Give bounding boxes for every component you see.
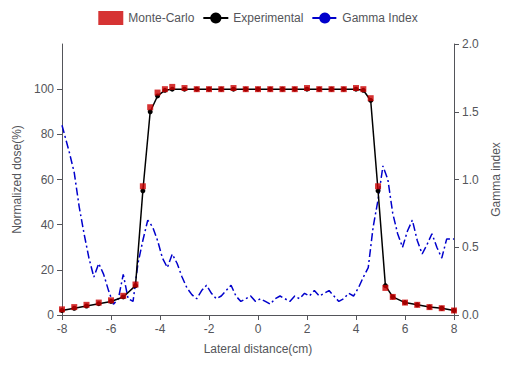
svg-text:Normalized dose(%): Normalized dose(%) (10, 125, 24, 234)
svg-text:-8: -8 (57, 322, 68, 336)
svg-text:2.0: 2.0 (462, 37, 479, 51)
svg-text:4: 4 (353, 322, 360, 336)
svg-text:40: 40 (41, 218, 55, 232)
svg-text:80: 80 (41, 127, 55, 141)
svg-text:1.5: 1.5 (462, 105, 479, 119)
svg-text:1.0: 1.0 (462, 173, 479, 187)
svg-text:Gamma Index: Gamma Index (342, 11, 417, 25)
svg-text:-2: -2 (204, 322, 215, 336)
svg-text:100: 100 (34, 82, 54, 96)
svg-text:Experimental: Experimental (233, 11, 303, 25)
svg-text:6: 6 (402, 322, 409, 336)
svg-text:-6: -6 (106, 322, 117, 336)
svg-text:0: 0 (255, 322, 262, 336)
svg-text:Lateral distance(cm): Lateral distance(cm) (204, 342, 313, 356)
svg-text:0: 0 (47, 308, 54, 322)
svg-text:Monte-Carlo: Monte-Carlo (128, 11, 194, 25)
svg-text:60: 60 (41, 173, 55, 187)
svg-text:0.0: 0.0 (462, 308, 479, 322)
svg-text:20: 20 (41, 263, 55, 277)
svg-text:-4: -4 (155, 322, 166, 336)
svg-text:2: 2 (304, 322, 311, 336)
svg-text:Gamma index: Gamma index (489, 142, 503, 217)
svg-text:0.5: 0.5 (462, 240, 479, 254)
svg-text:8: 8 (451, 322, 458, 336)
